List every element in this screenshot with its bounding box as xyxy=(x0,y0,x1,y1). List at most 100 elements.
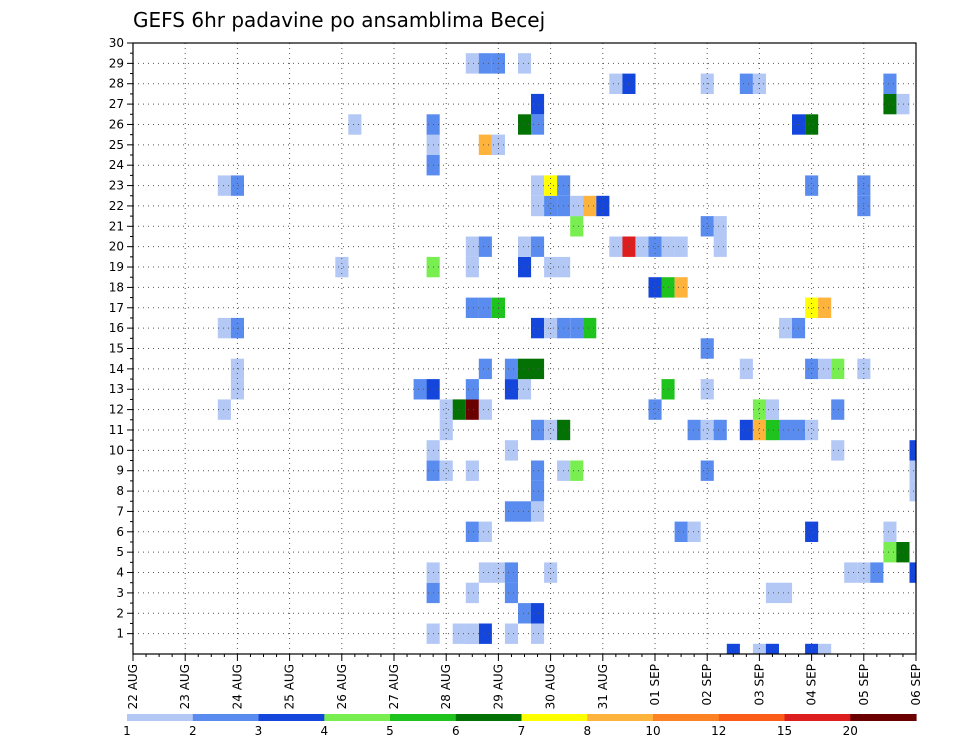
heatmap-cell xyxy=(674,277,688,298)
y-tick-label: 5 xyxy=(116,545,124,559)
heatmap-cell xyxy=(544,175,558,196)
y-tick-label: 2 xyxy=(116,606,124,620)
heatmap-cell xyxy=(544,562,558,583)
heatmap-cell xyxy=(831,399,845,420)
heatmap-cell xyxy=(818,643,832,654)
y-tick-label: 30 xyxy=(109,36,124,50)
heatmap-cell xyxy=(909,460,916,481)
heatmap-cell xyxy=(504,501,518,522)
heatmap-cell xyxy=(478,236,492,257)
x-tick-label: 04 SEP xyxy=(805,664,819,706)
heatmap-cell xyxy=(909,440,916,461)
heatmap-cell xyxy=(465,623,479,644)
heatmap-cell xyxy=(531,460,545,481)
x-tick-label: 22 AUG xyxy=(126,664,140,709)
x-axis: 22 AUG 23 AUG 24 AUG 25 AUG 26 AUG 27 AUG 28 A… xyxy=(126,654,923,709)
heatmap-cell xyxy=(896,542,910,563)
heatmap-cell xyxy=(713,419,727,441)
x-tick-label: 06 SEP xyxy=(909,664,923,706)
heatmap-cell xyxy=(465,399,479,420)
x-tick-label: 01 SEP xyxy=(648,664,662,706)
colorbar-label: 7 xyxy=(518,724,526,738)
x-tick-label: 31 AUG xyxy=(596,664,610,709)
heatmap-cell xyxy=(439,460,453,481)
heatmap-cell xyxy=(518,358,532,380)
colorbar-label: 15 xyxy=(777,724,792,738)
heatmap-cell xyxy=(504,562,518,583)
heatmap-cell xyxy=(805,521,819,542)
heatmap-cell xyxy=(413,379,427,400)
x-tick-label: 27 AUG xyxy=(387,664,401,709)
heatmap-cell xyxy=(348,114,362,135)
y-tick-label: 22 xyxy=(109,199,124,213)
heatmap-cell xyxy=(779,582,793,604)
heatmap-cell xyxy=(765,582,779,604)
heatmap-cell xyxy=(765,419,779,441)
heatmap-cell xyxy=(779,419,793,441)
heatmap-cell xyxy=(478,562,492,583)
heatmap-cell xyxy=(765,643,779,654)
x-tick-label: 25 AUG xyxy=(283,664,297,709)
heatmap-cell xyxy=(465,236,479,257)
heatmap-cell xyxy=(531,317,545,339)
heatmap-cell xyxy=(230,175,244,196)
heatmap-cell xyxy=(465,297,479,318)
heatmap-cell xyxy=(739,73,753,94)
heatmap-cell xyxy=(870,562,884,583)
colorbar-segment xyxy=(455,714,523,721)
colorbar-segment xyxy=(587,714,654,721)
colorbar: 1 2 3 4 5 6 7 8 10 12 15 20 xyxy=(123,714,917,738)
heatmap-cell xyxy=(700,419,714,441)
heatmap-cell xyxy=(217,317,231,339)
heatmap-cell xyxy=(805,297,819,318)
heatmap-cell xyxy=(883,93,897,115)
y-tick-label: 4 xyxy=(116,566,124,580)
heatmap-cell xyxy=(818,358,832,380)
heatmap-cell xyxy=(465,256,479,278)
heatmap-cell xyxy=(439,399,453,420)
heatmap-cell xyxy=(518,114,532,135)
colorbar-label: 2 xyxy=(189,724,197,738)
heatmap-cell xyxy=(465,582,479,604)
heatmap-cell xyxy=(531,175,545,196)
heatmap-cell xyxy=(465,521,479,542)
heatmap-cell xyxy=(335,256,349,278)
heatmap-cell xyxy=(831,358,845,380)
colorbar-segment xyxy=(390,714,457,721)
heatmap-cell xyxy=(531,419,545,441)
y-tick-label: 24 xyxy=(109,158,124,172)
colorbar-label: 3 xyxy=(255,724,263,738)
y-tick-label: 21 xyxy=(109,219,124,233)
y-tick-label: 11 xyxy=(109,423,124,437)
heatmap-cell xyxy=(531,501,545,522)
heatmap-cell xyxy=(687,419,701,441)
heatmap-cell xyxy=(831,440,845,461)
heatmap-cell xyxy=(909,480,916,502)
heatmap-cell xyxy=(883,73,897,94)
colorbar-segment xyxy=(258,714,325,721)
heatmap-cell xyxy=(531,358,545,380)
y-tick-label: 18 xyxy=(109,280,124,294)
heatmap-cell xyxy=(518,236,532,257)
heatmap-cell xyxy=(504,358,518,380)
heatmap-cell xyxy=(752,399,766,420)
heatmap-cell xyxy=(570,195,584,217)
heatmap-cell xyxy=(648,277,662,298)
y-tick-label: 6 xyxy=(116,525,124,539)
colorbar-segment xyxy=(127,714,194,721)
heatmap-cell xyxy=(713,216,727,237)
heatmap-cell xyxy=(648,236,662,257)
heatmap-cell xyxy=(726,643,740,654)
x-tick-label: 23 AUG xyxy=(178,664,192,709)
heatmap-cell xyxy=(478,358,492,380)
heatmap-cell xyxy=(805,175,819,196)
x-tick-label: 24 AUG xyxy=(230,664,244,709)
heatmap-cell xyxy=(700,216,714,237)
heatmap-cell xyxy=(478,297,492,318)
heatmap-cell xyxy=(883,521,897,542)
heatmap-cell xyxy=(570,216,584,237)
heatmap-cell xyxy=(739,358,753,380)
heatmap-cell xyxy=(465,53,479,74)
heatmap-cell xyxy=(504,379,518,400)
